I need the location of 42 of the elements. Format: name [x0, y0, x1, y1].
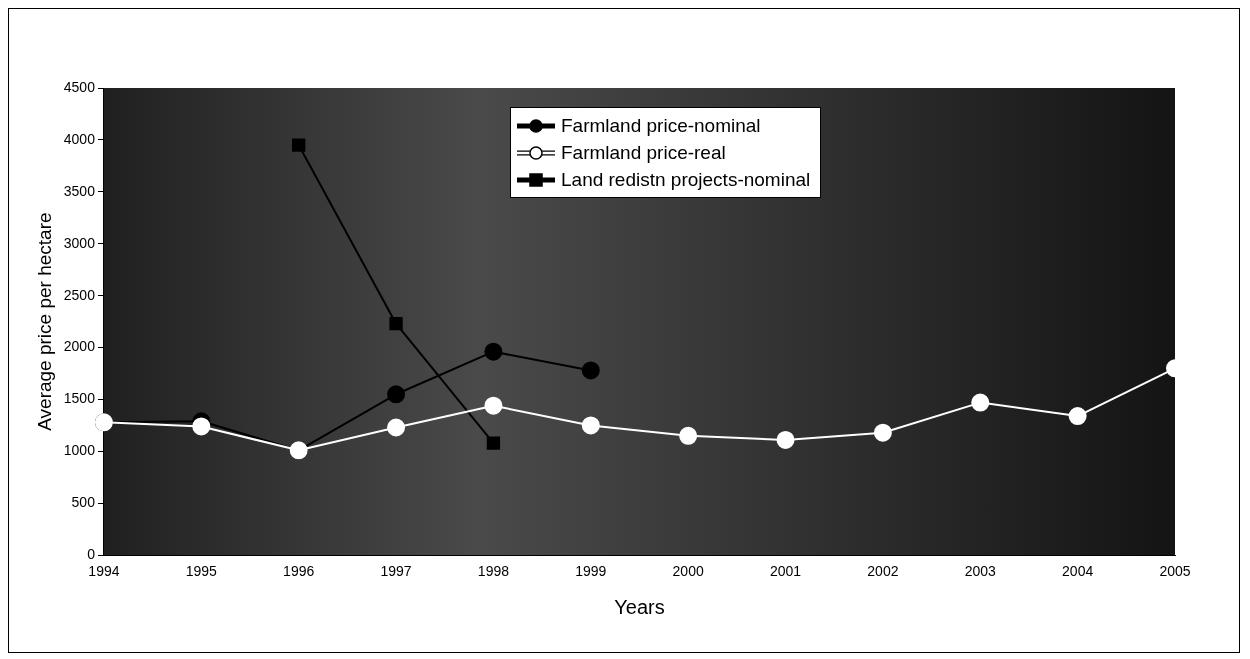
x-tick-label: 2002 — [867, 563, 899, 580]
point — [581, 361, 600, 380]
x-tick-label: 1994 — [88, 563, 120, 580]
y-tick-label: 0 — [87, 546, 96, 563]
point — [581, 416, 600, 435]
point — [387, 418, 406, 437]
y-axis-title: Average price per hectare — [33, 212, 55, 431]
x-axis-title: Years — [614, 595, 665, 618]
point — [387, 385, 406, 404]
x-tick-label: 2000 — [672, 563, 704, 580]
point — [486, 436, 501, 450]
y-tick-label: 2000 — [63, 338, 96, 355]
y-tick-label: 500 — [71, 494, 96, 511]
y-tick-label: 4500 — [63, 78, 96, 95]
y-tick-label: 1500 — [63, 390, 96, 407]
legend-label: Farmland price-real — [561, 141, 726, 165]
x-tick-label: 2004 — [1062, 563, 1094, 580]
legend-label: Farmland price-nominal — [561, 114, 761, 138]
point — [192, 417, 211, 436]
y-tick-label: 2500 — [63, 286, 96, 303]
x-tick-label: 1996 — [283, 563, 315, 580]
y-tick-label: 4000 — [63, 130, 96, 147]
point — [484, 396, 503, 415]
point — [1068, 407, 1087, 426]
point — [873, 423, 892, 442]
point — [292, 138, 306, 152]
x-tick-label: 2001 — [769, 563, 802, 580]
point — [679, 426, 698, 445]
point — [389, 317, 403, 331]
x-tick-label: 1997 — [380, 563, 412, 580]
point — [971, 393, 990, 412]
point — [484, 342, 503, 361]
y-tick-label: 3000 — [63, 234, 96, 251]
y-tick-label: 1000 — [63, 442, 96, 459]
x-tick-label: 1999 — [575, 563, 607, 580]
x-tick-label: 2003 — [964, 563, 997, 580]
x-tick-label: 1998 — [477, 563, 510, 580]
y-tick-label: 3500 — [63, 182, 96, 199]
x-tick-label: 1995 — [185, 563, 218, 580]
point — [776, 430, 795, 449]
legend-label: Land redistn projects-nominal — [561, 168, 811, 192]
x-tick-label: 2005 — [1159, 563, 1191, 580]
